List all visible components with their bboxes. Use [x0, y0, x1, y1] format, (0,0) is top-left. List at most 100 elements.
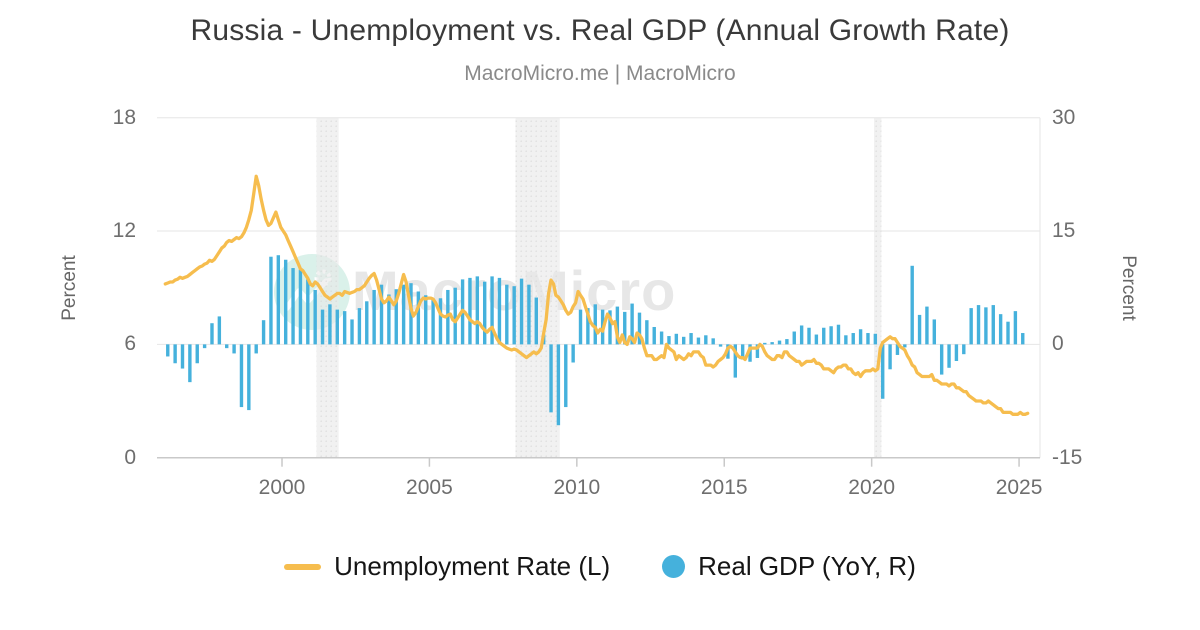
gdp-bar [394, 289, 398, 345]
gdp-bar [954, 344, 959, 361]
gdp-bar [431, 299, 435, 345]
gdp-bar [379, 284, 384, 345]
gdp-bar [505, 284, 509, 345]
gdp-bar [851, 333, 855, 345]
gdp-bar [770, 342, 774, 345]
recession-band-dots [316, 117, 339, 458]
gdp-bar [814, 334, 819, 345]
gdp-bar [416, 291, 421, 345]
gdp-bar [512, 286, 516, 345]
gdp-bar [667, 336, 671, 345]
gdp-bar [748, 344, 752, 362]
gdp-bar [593, 304, 597, 345]
gdp-bar [490, 276, 494, 345]
gdp-bar [468, 277, 472, 345]
gdp-bar [217, 316, 222, 345]
gdp-bar [556, 344, 561, 426]
gdp-bar [917, 314, 922, 345]
gdp-bar [291, 268, 295, 345]
gdp-bar [984, 307, 988, 345]
gdp-bar [947, 344, 951, 368]
gdp-bar [453, 287, 457, 345]
gdp-bar [482, 281, 487, 345]
unemployment-line [163, 174, 1030, 416]
gdp-bar [807, 327, 811, 345]
gdp-bar [844, 335, 848, 345]
gdp-bar [188, 344, 192, 383]
gdp-bar [674, 333, 679, 345]
legend-item-unemployment[interactable]: Unemployment Rate (L) [284, 551, 610, 582]
gdp-bar [357, 308, 362, 345]
gdp-bar [195, 344, 199, 364]
gdp-bar [777, 340, 782, 345]
gdp-bar [939, 344, 944, 375]
gdp-bar [475, 276, 480, 345]
gdp-bar [365, 301, 369, 345]
gdp-bar [247, 344, 251, 411]
gdp-bar [903, 344, 907, 348]
gdp-bar [342, 311, 347, 345]
gdp-bar [682, 336, 686, 345]
gdp-bar [1013, 311, 1018, 345]
gdp-bar [652, 326, 656, 345]
gdp-bar [1006, 321, 1010, 345]
gdp-bar [608, 310, 612, 345]
gdp-bar [740, 344, 745, 360]
gdp-bar [298, 269, 303, 345]
gdp-bar [969, 308, 973, 345]
gdp-bar [645, 320, 649, 345]
gdp-bar [689, 333, 693, 345]
gdp-bar [261, 320, 266, 345]
gdp-bar-series [166, 255, 1025, 426]
gdp-bar [497, 277, 502, 345]
gdp-bar [637, 312, 642, 345]
gdp-bar [276, 255, 281, 345]
gdp-bar [210, 323, 214, 345]
gdp-bar [718, 344, 723, 347]
gdp-bar [180, 344, 185, 369]
gdp-bar [372, 289, 376, 345]
gdp-bar [704, 335, 708, 345]
gdp-bar [328, 304, 332, 345]
gdp-bar [733, 344, 737, 378]
gdp-bar [424, 295, 428, 345]
gdp-bar [202, 344, 207, 349]
page-title: Russia - Unemployment vs. Real GDP (Annu… [190, 14, 1010, 47]
gdp-bar [173, 344, 177, 364]
legend: Unemployment Rate (L) Real GDP (YoY, R) [0, 551, 1200, 582]
gdp-bar [615, 306, 620, 345]
gdp-bar [696, 337, 701, 345]
gdp-bar [623, 311, 627, 345]
gdp-bar [925, 306, 929, 345]
gdp-bar [225, 344, 229, 349]
gdp-bar [822, 327, 826, 345]
gdp-bar [578, 309, 583, 345]
gdp-bar [401, 284, 406, 345]
gdp-bar [895, 344, 900, 355]
gdp-bar [571, 344, 575, 363]
gdp-bar [534, 297, 538, 345]
gdp-bar [586, 308, 590, 345]
gdp-bar [858, 329, 863, 345]
gdp-bar [932, 319, 937, 345]
legend-item-gdp[interactable]: Real GDP (YoY, R) [662, 551, 916, 582]
gdp-bar [785, 339, 789, 345]
gdp-bar [888, 344, 892, 370]
gdp-bar [527, 284, 531, 345]
gdp-bar [549, 344, 553, 413]
gdp-bar [269, 256, 273, 345]
gdp-bar [232, 344, 236, 354]
chart-subtitle: MacroMicro.me | MacroMicro [464, 62, 736, 85]
legend-label: Real GDP (YoY, R) [698, 551, 916, 581]
gdp-bar [438, 298, 443, 345]
gdp-bar [320, 309, 325, 345]
gdp-bar [866, 333, 870, 345]
gdp-bar [239, 344, 244, 408]
gdp-bar [881, 344, 885, 399]
gdp-bar [711, 338, 715, 345]
gdp-bar [659, 331, 664, 345]
gdp-bar [991, 305, 995, 345]
gdp-bar [836, 324, 841, 345]
